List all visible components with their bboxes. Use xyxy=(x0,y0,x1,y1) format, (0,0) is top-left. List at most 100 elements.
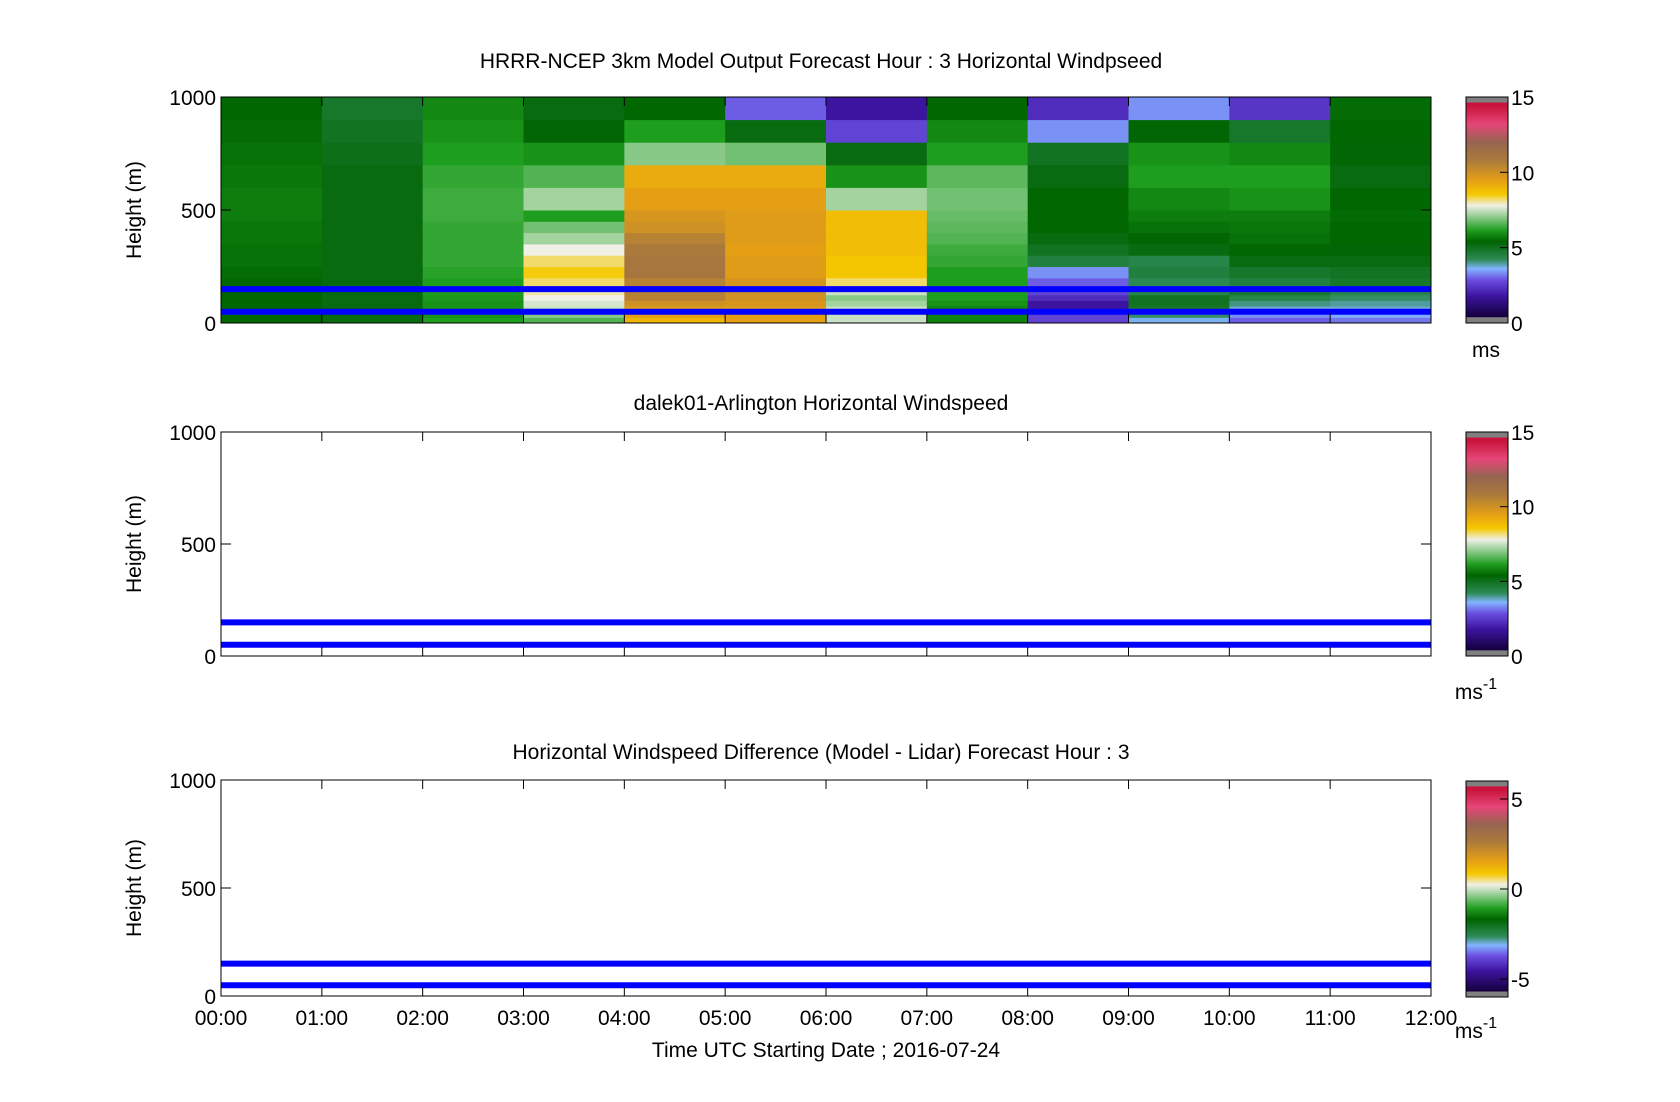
heatmap-cell xyxy=(624,221,726,234)
heatmap-cell xyxy=(926,311,1029,318)
panel3-colorbar-unit-base: ms xyxy=(1455,1020,1483,1043)
heatmap-cell xyxy=(826,311,928,318)
heatmap-cell xyxy=(826,277,928,290)
colorbar-tick-label: 10 xyxy=(1511,162,1534,185)
heatmap-cell xyxy=(221,232,323,245)
heatmap-cell xyxy=(1229,266,1331,279)
heatmap-cell xyxy=(422,294,524,301)
y-tick-label: 500 xyxy=(181,200,216,223)
panel2-title: dalek01-Arlington Horizontal Windspeed xyxy=(634,392,1009,415)
heatmap-cell xyxy=(725,243,827,256)
panel3-marker-lines xyxy=(221,960,1431,989)
heatmap-cell xyxy=(523,317,625,324)
heatmap-cell xyxy=(321,266,424,279)
heatmap-cell xyxy=(221,243,323,256)
heatmap-cell xyxy=(826,232,928,245)
heatmap-cell xyxy=(321,119,424,143)
heatmap-cell xyxy=(1128,317,1230,324)
heatmap-cell xyxy=(321,317,424,324)
heatmap-cell xyxy=(1330,317,1432,324)
heatmap-cell xyxy=(725,142,827,166)
heatmap-cell xyxy=(523,266,625,279)
heatmap-cell xyxy=(1229,277,1331,290)
x-tick-label: 05:00 xyxy=(699,1007,752,1030)
heatmap-cell xyxy=(725,164,827,188)
heatmap-cell xyxy=(1027,311,1129,318)
heatmap-cell xyxy=(1128,311,1230,318)
panel2-colorbar-ticks: 0 5 10 15 xyxy=(1500,422,1534,669)
heatmap-cell xyxy=(1128,142,1230,166)
heatmap-cell xyxy=(1027,164,1129,188)
heatmap-cell xyxy=(624,317,726,324)
x-tick-label: 04:00 xyxy=(598,1007,651,1030)
heatmap-cell xyxy=(624,289,726,296)
panel3-ylabel: Height (m) xyxy=(123,839,146,937)
panel2-x-ticks xyxy=(220,432,1432,656)
heatmap-cell xyxy=(926,210,1029,222)
heatmap-cell xyxy=(321,164,424,188)
heatmap-cell xyxy=(523,277,625,290)
heatmap-cell xyxy=(926,221,1029,234)
colorbar-tick-label: 5 xyxy=(1511,789,1523,812)
heatmap-cell xyxy=(523,311,625,318)
lidar-windspeed-panel: dalek01-Arlington Horizontal Windspeed 0… xyxy=(123,392,1534,704)
heatmap-cell xyxy=(221,289,323,296)
panel2-colorbar-unit-exp: -1 xyxy=(1483,676,1497,693)
heatmap-cell xyxy=(1330,266,1432,279)
heatmap-cell xyxy=(321,187,424,211)
panel1-colorbar-unit: ms xyxy=(1472,339,1500,362)
colorbar-tick-label: 5 xyxy=(1511,571,1523,594)
heatmap-cell xyxy=(523,221,625,234)
heatmap-cell xyxy=(1027,187,1129,211)
heatmap-cell xyxy=(1229,255,1331,267)
heatmap-cell xyxy=(422,164,524,188)
heatmap-cell xyxy=(725,294,827,301)
heatmap-cell xyxy=(1229,119,1331,143)
heatmap-cell xyxy=(624,311,726,318)
heatmap-cell xyxy=(221,221,323,234)
heatmap-cell xyxy=(422,119,524,143)
heatmap-cell xyxy=(523,289,625,296)
heatmap-cell xyxy=(1027,232,1129,245)
x-tick-label: 11:00 xyxy=(1305,1007,1356,1030)
panel2-marker-lines xyxy=(221,619,1431,648)
heatmap-cell xyxy=(926,317,1029,324)
heatmap-cell xyxy=(826,142,928,166)
heatmap-cell xyxy=(321,221,424,234)
heatmap-cell xyxy=(1027,142,1129,166)
heatmap-cell xyxy=(926,289,1029,296)
heatmap-cell xyxy=(926,294,1029,301)
heatmap-cell xyxy=(1027,97,1129,121)
heatmap-cell xyxy=(926,232,1029,245)
heatmap-cell xyxy=(221,266,323,279)
colorbar-tick-label: 10 xyxy=(1511,497,1534,520)
heatmap-cell xyxy=(422,317,524,324)
heatmap-cell xyxy=(826,210,928,222)
colorbar-tick-label: -5 xyxy=(1511,969,1530,992)
colorbar-tick-label: 15 xyxy=(1511,422,1534,445)
heatmap-cell xyxy=(725,300,827,307)
x-tick-label: 12:00 xyxy=(1405,1007,1458,1030)
difference-panel: Horizontal Windspeed Difference (Model -… xyxy=(123,741,1530,1062)
y-tick-label: 1000 xyxy=(169,770,216,793)
heatmap-cell xyxy=(1229,187,1331,211)
colorbar-tick-label: 15 xyxy=(1511,87,1534,110)
x-tick-label: 00:00 xyxy=(195,1007,248,1030)
panel1-colorbar: 0 5 10 15 ms xyxy=(1465,87,1534,362)
heatmap-cell xyxy=(422,289,524,296)
panel2-ylabel: Height (m) xyxy=(123,495,146,593)
heatmap-cell xyxy=(725,232,827,245)
heatmap-cell xyxy=(926,300,1029,307)
panel1-title: HRRR-NCEP 3km Model Output Forecast Hour… xyxy=(480,50,1162,73)
heatmap-cell xyxy=(221,142,323,166)
x-tick-label: 09:00 xyxy=(1102,1007,1155,1030)
heatmap-cell xyxy=(321,142,424,166)
heatmap-cell xyxy=(725,277,827,290)
heatmap-cell xyxy=(1330,221,1432,234)
heatmap-cell xyxy=(523,210,625,222)
heatmap-cell xyxy=(422,266,524,279)
heatmap-cell xyxy=(1128,277,1230,290)
heatmap-cell xyxy=(926,97,1029,121)
y-tick-label: 1000 xyxy=(169,87,216,110)
heatmap-cell xyxy=(321,232,424,245)
